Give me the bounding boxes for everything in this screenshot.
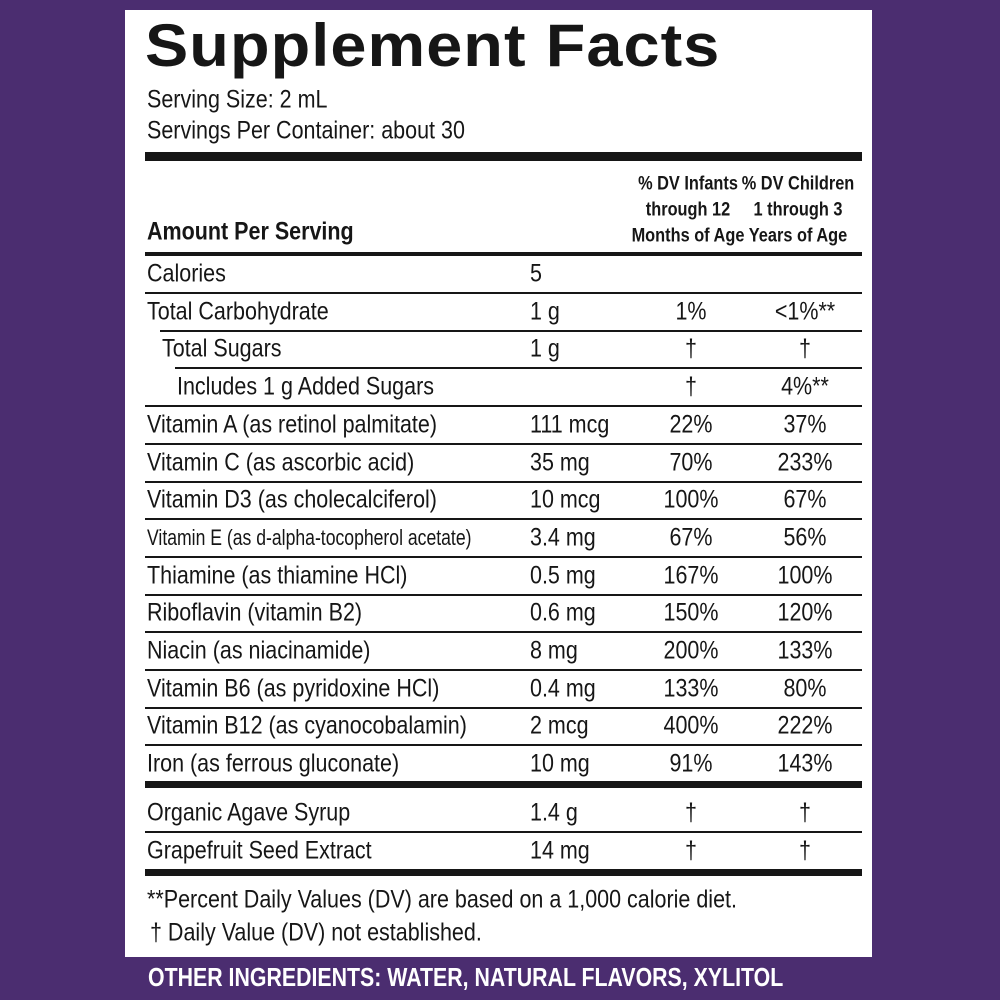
dv-children: <1%**	[774, 297, 836, 326]
nutrient-name: Calories	[147, 259, 226, 288]
dv-children: 100%	[777, 561, 833, 590]
nutrient-name: Vitamin A (as retinol palmitate)	[147, 410, 437, 439]
amount: 10 mcg	[530, 485, 601, 514]
nutrient-name: Vitamin B12 (as cyanocobalamin)	[147, 711, 467, 740]
amount: 0.6 mg	[530, 598, 596, 627]
nutrient-name: Thiamine (as thiamine HCl)	[147, 561, 408, 590]
amount: 14 mg	[530, 836, 590, 865]
column-header: % DV Children	[741, 173, 855, 195]
dv-children: 56%	[783, 523, 827, 552]
dv-infants: 70%	[669, 448, 713, 476]
amount: 111 mcg	[530, 410, 610, 439]
dv-children: †	[799, 836, 811, 865]
row-rule	[145, 744, 862, 747]
thick-rule	[145, 781, 862, 788]
dv-infants: 100%	[663, 485, 719, 514]
row-rule	[145, 706, 862, 709]
thick-rule	[145, 152, 862, 161]
column-header: 1 through 3	[753, 199, 843, 221]
amount: 35 mg	[530, 448, 590, 476]
dv-children: 133%	[777, 636, 833, 665]
amount: 1.4 g	[530, 798, 578, 827]
servings-per-container: Servings Per Container: about 30	[147, 116, 465, 145]
amount: 8 mg	[530, 636, 578, 665]
dv-infants: 167%	[663, 561, 719, 590]
nutrient-name: Vitamin B6 (as pyridoxine HCl)	[147, 674, 440, 703]
dv-infants: †	[685, 334, 697, 363]
dv-infants: †	[685, 372, 697, 401]
row-rule	[145, 831, 862, 833]
dv-infants: 150%	[663, 598, 719, 627]
footnote: **Percent Daily Values (DV) are based on…	[147, 885, 737, 914]
dv-infants: 22%	[669, 410, 713, 439]
row-rule	[145, 405, 862, 408]
row-rule	[145, 292, 862, 294]
thick-rule	[145, 869, 862, 876]
dv-infants: †	[685, 836, 697, 865]
amount-per-serving: Amount Per Serving	[147, 217, 354, 246]
amount: 2 mcg	[530, 711, 589, 740]
dv-children: 233%	[777, 448, 833, 476]
nutrient-name: Riboflavin (vitamin B2)	[147, 598, 363, 627]
column-header: Years of Age	[748, 225, 848, 247]
dv-children: 4%**	[781, 372, 829, 401]
dv-children: †	[799, 798, 811, 827]
nutrient-name: Niacin (as niacinamide)	[147, 636, 371, 665]
dv-children: †	[799, 334, 811, 363]
title: Supplement Facts	[145, 12, 721, 79]
nutrient-name: Includes 1 g Added Sugars	[177, 372, 434, 401]
dv-infants: 200%	[663, 636, 719, 665]
nutrient-name: Vitamin E (as d-alpha-tocopherol acetate…	[147, 524, 472, 550]
dv-infants: 1%	[675, 297, 707, 326]
serving-size: Serving Size: 2 mL	[147, 85, 328, 114]
amount: 10 mg	[530, 749, 590, 778]
column-header: % DV Infants	[638, 173, 738, 195]
dv-children: 143%	[777, 749, 833, 778]
row-rule	[175, 367, 862, 370]
rule	[145, 252, 862, 256]
row-rule	[145, 480, 862, 483]
nutrient-name: Vitamin C (as ascorbic acid)	[147, 448, 415, 476]
row-rule	[145, 593, 862, 596]
nutrient-name: Iron (as ferrous gluconate)	[147, 749, 400, 778]
amount: 5	[530, 259, 542, 288]
footnote: † Daily Value (DV) not established.	[150, 918, 482, 947]
dv-infants: 91%	[669, 749, 713, 778]
dv-infants: 400%	[663, 711, 719, 740]
dv-infants: 67%	[669, 523, 713, 552]
amount: 3.4 mg	[530, 523, 596, 552]
nutrient-name: Vitamin D3 (as cholecalciferol)	[147, 485, 437, 514]
dv-infants: †	[685, 798, 697, 827]
row-rule	[145, 555, 862, 558]
dv-children: 222%	[777, 711, 833, 740]
row-rule	[145, 518, 862, 521]
row-rule	[145, 669, 862, 671]
other-ingredients: OTHER INGREDIENTS: WATER, NATURAL FLAVOR…	[148, 962, 784, 992]
dv-children: 37%	[783, 410, 827, 439]
column-header: Months of Age	[631, 225, 745, 247]
dv-infants: 133%	[663, 674, 719, 703]
amount: 0.5 mg	[530, 561, 596, 590]
nutrient-name: Total Sugars	[162, 334, 282, 363]
nutrient-name: Organic Agave Syrup	[147, 798, 351, 827]
row-rule	[145, 631, 862, 634]
nutrient-name: Total Carbohydrate	[147, 297, 329, 326]
dv-children: 67%	[783, 485, 827, 514]
amount: 0.4 mg	[530, 674, 596, 703]
dv-children: 120%	[777, 598, 833, 627]
amount: 1 g	[530, 334, 560, 363]
facts-panel	[125, 10, 872, 957]
nutrient-name: Grapefruit Seed Extract	[147, 836, 372, 865]
row-rule	[145, 442, 862, 445]
dv-children: 80%	[783, 674, 827, 703]
amount: 1 g	[530, 297, 560, 326]
row-rule	[160, 329, 862, 332]
column-header: through 12	[645, 199, 731, 221]
